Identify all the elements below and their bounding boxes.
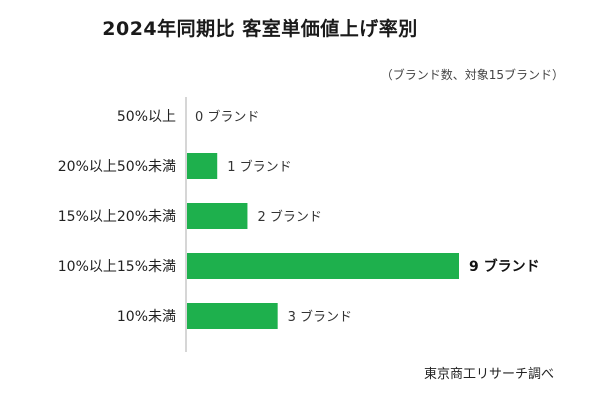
- category-label: 50%以上: [117, 109, 176, 125]
- bar: [187, 153, 218, 179]
- value-label: 9 ブランド: [469, 258, 540, 275]
- category-label: 10%未満: [117, 309, 176, 325]
- chart-title: 2024年同期比 客室単価値上げ率別: [102, 18, 418, 40]
- value-label: 3 ブランド: [288, 309, 352, 325]
- bars-group: 50%以上 0 ブランド 20%以上50%未満 1 ブランド 15%以上20%未満 2 ブ…: [58, 109, 540, 329]
- source-note: 東京商工リサーチ調べ: [423, 367, 554, 382]
- bar: [187, 303, 278, 329]
- category-label: 15%以上20%未満: [58, 209, 176, 225]
- unit-note: （ブランド数、対象15ブランド）: [380, 68, 564, 82]
- bar: [187, 253, 459, 279]
- category-label: 20%以上50%未満: [58, 159, 176, 175]
- value-label: 0 ブランド: [195, 109, 259, 125]
- category-label: 10%以上15%未満: [58, 259, 176, 275]
- value-label: 1 ブランド: [227, 159, 291, 175]
- bar: [187, 203, 248, 229]
- value-label: 2 ブランド: [257, 209, 321, 225]
